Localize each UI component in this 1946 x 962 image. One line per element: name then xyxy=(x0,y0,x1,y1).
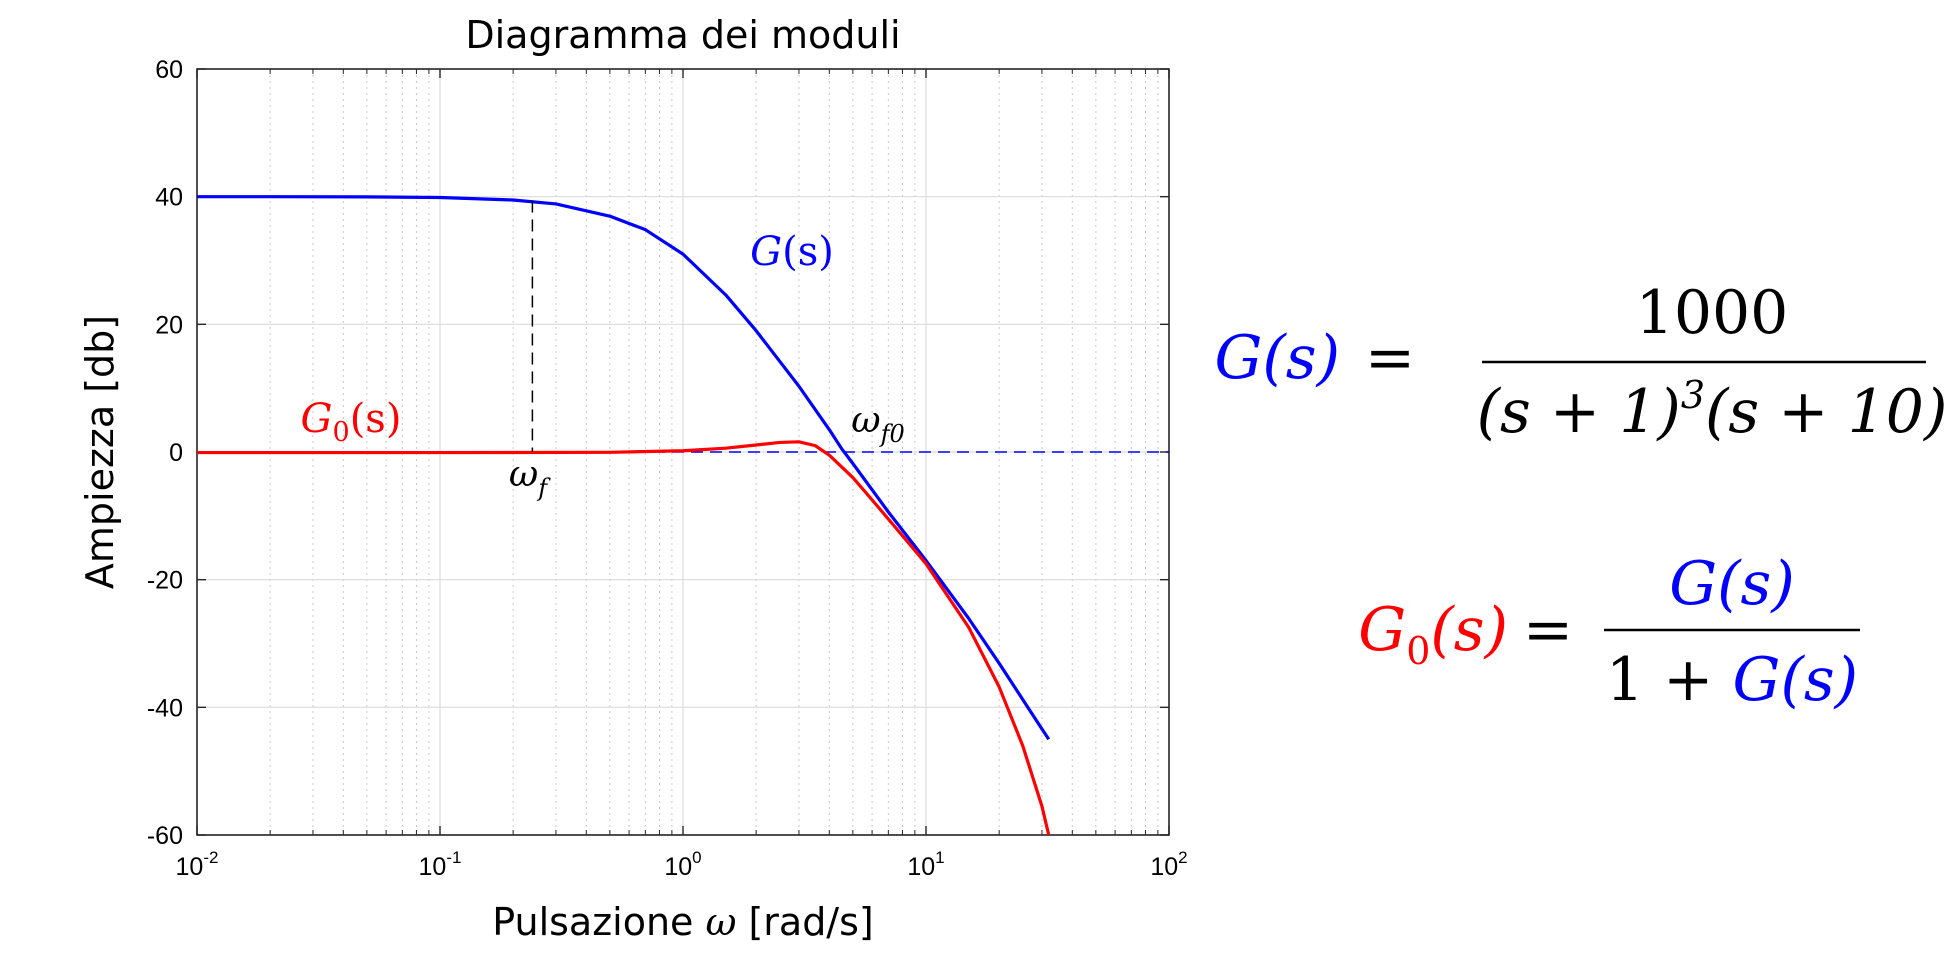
y-tick-label: -40 xyxy=(147,694,183,722)
formula-g-equals: = xyxy=(1365,323,1415,393)
annotation-omega-f: ωf xyxy=(509,454,551,502)
y-axis-label: Ampiezza [db] xyxy=(78,315,122,589)
formula-g0-equals: = xyxy=(1523,595,1573,665)
x-tick-label: 10-1 xyxy=(419,848,462,881)
x-tick-label: 100 xyxy=(664,848,701,881)
x-tick-label: 102 xyxy=(1150,848,1187,881)
formula-g: G(s) = 1000 (s + 1)3(s + 10) xyxy=(1214,278,1946,447)
x-tick-label: 10-2 xyxy=(176,848,219,881)
series-line-0 xyxy=(197,195,1051,741)
formula-g0: G0(s) = G(s) 1 + G(s) xyxy=(1358,549,1860,715)
y-tick-label: 20 xyxy=(155,311,183,339)
formula-g-lhs: G(s) xyxy=(1214,323,1340,393)
y-tick-label: -60 xyxy=(147,822,183,850)
formula-g-denominator: (s + 1)3(s + 10) xyxy=(1477,373,1946,447)
formula-g0-lhs: G0(s) xyxy=(1358,595,1508,673)
x-axis-label: Pulsazione ω [rad/s] xyxy=(492,900,873,944)
formula-g-numerator: 1000 xyxy=(1636,278,1789,348)
series-label-g0: G0(s) xyxy=(301,396,402,448)
ticks: 10-2 10-1 100 101 102 60 40 20 0 -20 -40 -60 xyxy=(147,56,1188,881)
series-line-1 xyxy=(197,440,1051,835)
y-tick-label: -20 xyxy=(147,567,183,595)
annotation-omega-f0: ωf0 xyxy=(851,400,905,448)
x-axis-label-text: Pulsazione xyxy=(492,900,693,944)
x-axis-label-symbol: ω xyxy=(705,900,736,944)
chart-title: Diagramma dei moduli xyxy=(465,13,900,57)
y-tick-label: 0 xyxy=(169,439,183,467)
formula-g0-denominator: 1 + G(s) xyxy=(1606,645,1858,715)
formula-g0-numerator: G(s) xyxy=(1669,549,1795,619)
x-tick-label: 101 xyxy=(907,848,944,881)
y-tick-label: 40 xyxy=(155,184,183,212)
series-label-g: G(s) xyxy=(750,229,834,275)
x-axis-label-unit: [rad/s] xyxy=(748,900,873,944)
series-layer xyxy=(197,195,1169,835)
y-tick-label: 60 xyxy=(155,56,183,84)
